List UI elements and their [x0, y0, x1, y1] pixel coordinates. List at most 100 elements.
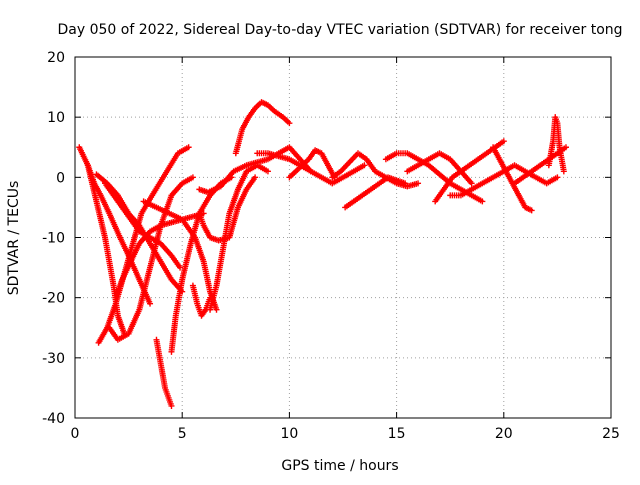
- series-sat-24: [490, 144, 535, 214]
- track-markers: [277, 145, 291, 156]
- series-sat-07: [153, 336, 175, 409]
- x-tick-label: 0: [71, 426, 80, 442]
- track-markers: [319, 151, 331, 167]
- track-markers: [158, 260, 174, 281]
- x-tick-label: 15: [388, 426, 406, 442]
- track-markers: [459, 187, 473, 198]
- track-markers: [277, 153, 291, 162]
- y-tick-label: -20: [42, 291, 65, 307]
- y-tick-label: -30: [42, 351, 65, 367]
- track-markers: [235, 188, 249, 209]
- track-markers: [352, 193, 364, 204]
- series-sat-13: [207, 162, 271, 313]
- series-sat-12: [196, 174, 259, 244]
- track-markers: [113, 278, 125, 299]
- track-markers: [513, 163, 527, 174]
- track-markers: [364, 158, 377, 173]
- y-tick-label: 20: [47, 50, 65, 66]
- x-axis-label: GPS time / hours: [281, 458, 398, 474]
- track-markers: [330, 169, 343, 180]
- track-markers: [260, 99, 270, 108]
- track-markers: [448, 181, 463, 192]
- track-markers: [104, 302, 119, 329]
- track-markers: [85, 164, 97, 185]
- track-markers: [386, 174, 398, 183]
- track-markers: [168, 314, 179, 353]
- track-markers: [356, 151, 368, 162]
- track-markers: [176, 145, 190, 156]
- track-markers: [240, 115, 251, 131]
- track-markers: [199, 308, 208, 318]
- series-sat-23: [447, 162, 561, 199]
- track-markers: [378, 175, 390, 186]
- track-markers: [395, 150, 409, 157]
- track-markers: [116, 331, 130, 342]
- track-markers: [523, 205, 534, 213]
- series-sat-03: [95, 144, 192, 346]
- track-markers: [246, 106, 258, 119]
- track-markers: [373, 169, 388, 180]
- track-markers: [545, 175, 559, 186]
- series-sat-26: [545, 114, 567, 175]
- track-markers: [128, 218, 142, 233]
- track-markers: [427, 163, 441, 177]
- track-markers: [352, 163, 366, 174]
- series-sat-19: [342, 174, 409, 211]
- track-markers: [406, 163, 420, 174]
- series-sat-17: [286, 147, 338, 181]
- track-markers: [180, 218, 197, 239]
- track-markers: [167, 398, 174, 407]
- plot-frame: [74, 56, 612, 419]
- track-markers: [538, 157, 551, 168]
- track-markers: [554, 122, 563, 149]
- track-markers: [206, 184, 222, 195]
- track-markers: [150, 173, 167, 197]
- track-markers: [341, 169, 355, 180]
- track-markers: [155, 205, 171, 216]
- track-markers: [219, 169, 236, 188]
- track-markers: [521, 169, 533, 180]
- track-markers: [153, 338, 164, 365]
- track-markers: [406, 151, 420, 162]
- track-markers: [245, 159, 259, 168]
- track-markers: [107, 212, 123, 239]
- y-tick-label: -40: [42, 411, 65, 427]
- track-markers: [266, 103, 276, 113]
- track-markers: [438, 151, 452, 162]
- track-markers: [197, 212, 206, 227]
- y-axis-label: SDTVAR / TECUs: [6, 181, 22, 296]
- track-markers: [120, 206, 133, 221]
- track-markers: [320, 175, 334, 186]
- track-markers: [309, 169, 323, 180]
- track-markers: [343, 199, 356, 210]
- track-markers: [201, 224, 213, 239]
- track-markers: [449, 192, 462, 199]
- track-markers: [476, 151, 488, 162]
- track-markers: [173, 278, 185, 317]
- track-markers: [111, 194, 124, 209]
- track-markers: [162, 386, 172, 401]
- track-markers: [347, 151, 360, 164]
- track-markers: [226, 206, 241, 239]
- series-sat-16: [254, 150, 368, 187]
- track-markers: [137, 229, 152, 246]
- track-markers: [207, 284, 219, 311]
- track-markers: [213, 248, 226, 287]
- track-markers: [142, 199, 158, 210]
- track-markers: [92, 182, 103, 197]
- track-markers: [406, 180, 420, 189]
- track-markers: [190, 284, 200, 305]
- track-markers: [513, 175, 525, 186]
- track-markers: [294, 163, 304, 173]
- track-markers: [245, 163, 259, 174]
- track-markers: [433, 188, 446, 203]
- series-sat-22: [432, 138, 507, 205]
- track-markers: [159, 242, 174, 258]
- series-sat-10: [140, 198, 220, 313]
- track-markers: [107, 326, 120, 342]
- track-markers: [128, 242, 142, 263]
- track-markers: [416, 157, 430, 168]
- x-tick-label: 10: [280, 426, 298, 442]
